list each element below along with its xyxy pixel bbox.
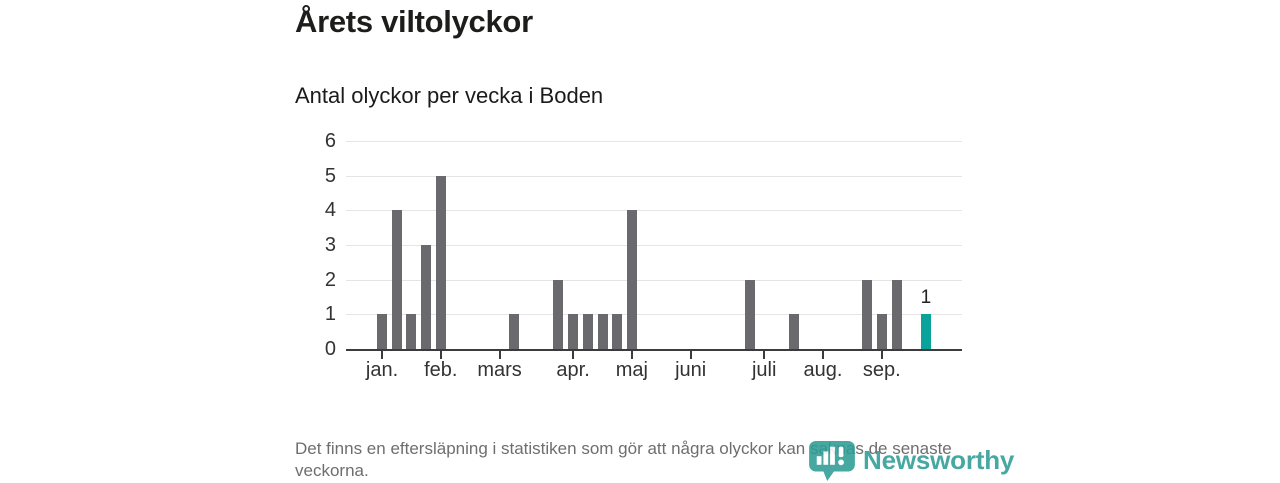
- bar: [626, 210, 637, 349]
- bar: [568, 314, 579, 349]
- bar: [391, 210, 402, 349]
- gridline: [346, 175, 962, 177]
- gridline: [346, 210, 962, 212]
- bar: [862, 279, 873, 349]
- y-axis-label: 4: [324, 199, 336, 222]
- gridline: [346, 314, 962, 316]
- bar: [876, 314, 887, 349]
- y-axis-label: 5: [324, 164, 336, 187]
- x-axis-tick: [572, 351, 575, 359]
- x-axis-label: juli: [751, 359, 777, 381]
- bar: [509, 314, 520, 349]
- y-axis-label: 0: [324, 338, 336, 360]
- x-axis-label: aug.: [803, 359, 843, 381]
- x-axis-tick: [381, 351, 383, 359]
- bar: [744, 279, 755, 349]
- bar: [377, 314, 387, 349]
- bar: [920, 314, 931, 349]
- newsworthy-logo-text: Newsworthy: [863, 445, 1015, 475]
- newsworthy-logo-icon: [809, 440, 855, 481]
- newsworthy-logo: Newsworthy: [808, 440, 1014, 481]
- x-axis-tick: [822, 351, 824, 359]
- x-axis-tick: [630, 351, 633, 359]
- bar-value-label: 1: [920, 287, 932, 309]
- x-axis-label: mars: [477, 359, 522, 381]
- chart-title: Årets viltolyckor: [295, 4, 533, 39]
- bar: [891, 279, 902, 349]
- bar: [435, 175, 446, 349]
- gridline: [346, 244, 962, 246]
- y-axis-label: 2: [324, 268, 336, 291]
- x-axis-tick: [880, 351, 883, 359]
- x-axis-tick: [498, 351, 501, 359]
- bar: [582, 314, 593, 349]
- chart-subtitle: Antal olyckor per vecka i Boden: [295, 83, 604, 108]
- y-axis-label: 3: [324, 233, 336, 256]
- gridline: [346, 279, 962, 281]
- bar: [597, 314, 608, 349]
- x-axis-label: juni: [675, 359, 707, 381]
- footnote: Det finns en eftersläpning i statistiken…: [295, 439, 952, 481]
- x-axis-label: sep.: [862, 359, 901, 381]
- bar: [553, 279, 564, 349]
- x-axis-label: apr.: [556, 359, 590, 381]
- bar-chart-plot-area: jan. feb. mars apr. maj juni juli aug. sep. 1: [346, 130, 962, 390]
- bar: [406, 314, 417, 349]
- y-axis-label: 1: [324, 303, 336, 326]
- gridline: [346, 140, 962, 142]
- bar: [788, 314, 799, 349]
- x-axis-label: feb.: [424, 359, 458, 381]
- x-axis-label: jan.: [365, 359, 399, 381]
- x-axis-tick: [689, 351, 692, 359]
- bar: [421, 244, 432, 349]
- x-axis-line: [346, 349, 962, 351]
- y-axis-label: 6: [324, 129, 336, 152]
- x-axis-tick: [439, 351, 442, 359]
- x-axis-label: maj: [615, 359, 648, 381]
- bar: [612, 314, 623, 349]
- x-axis-tick: [763, 351, 766, 359]
